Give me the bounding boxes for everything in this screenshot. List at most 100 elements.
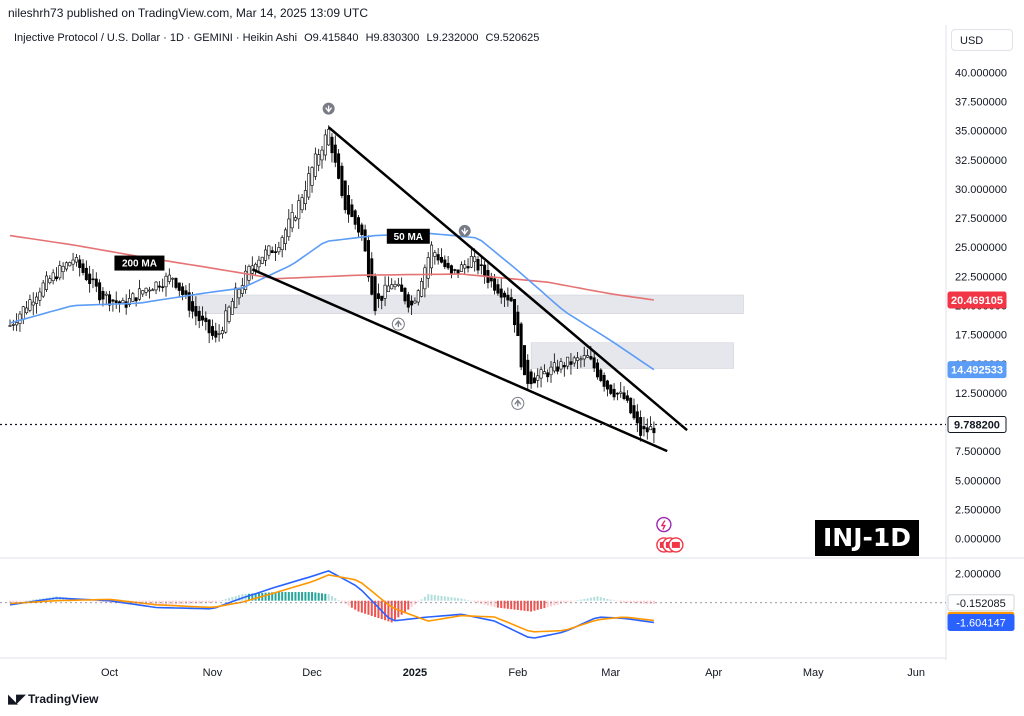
candle-body	[632, 405, 636, 419]
candle-body	[645, 427, 649, 433]
price-badge-box	[947, 361, 1007, 379]
ma-annotation-box	[114, 255, 165, 271]
candle-body	[443, 259, 447, 268]
macd-histogram-bar	[636, 600, 639, 604]
macd-histogram-bar	[357, 600, 360, 612]
currency-button[interactable]: USD	[951, 29, 1013, 51]
candle-body	[506, 294, 510, 301]
candle-body	[522, 345, 526, 376]
candle-body	[373, 276, 377, 312]
price-badge: 9.788200	[947, 415, 1007, 433]
macd-histogram-bar	[317, 592, 320, 601]
macd-histogram-bar	[533, 600, 536, 611]
macd-histogram-bar	[407, 600, 410, 610]
macd-histogram-bar	[148, 600, 151, 605]
candle-body	[98, 282, 102, 301]
macd-histogram-bar	[224, 599, 227, 601]
macd-histogram-bar	[576, 600, 579, 601]
ma50-line	[9, 232, 655, 371]
ma-annotation: 50 MA	[386, 228, 430, 244]
candle-body	[456, 269, 460, 274]
macd-badge: -1.604147	[947, 613, 1015, 631]
macd-histogram-bar	[649, 600, 652, 604]
candle-body	[595, 362, 599, 378]
candle-body	[214, 330, 218, 338]
candle-body	[473, 256, 477, 263]
candle-body	[280, 237, 284, 250]
candle-body	[127, 298, 131, 305]
candle-body	[161, 286, 165, 288]
candle-body	[599, 369, 603, 381]
publish-info: nileshrh73 published on TradingView.com,…	[8, 6, 368, 20]
candle-body	[174, 277, 178, 288]
candle-body	[463, 264, 467, 269]
candle-body	[629, 397, 633, 414]
tradingview-logo[interactable]: ◣◤ TradingView	[8, 691, 98, 707]
price-badge-box	[947, 415, 1007, 433]
symbol-title[interactable]: Injective Protocol / U.S. Dollar · 1D · …	[14, 32, 298, 44]
candle-body	[343, 180, 347, 211]
candle-body	[350, 204, 354, 217]
candle-body	[400, 284, 404, 292]
candle-body	[131, 293, 135, 302]
candle-body	[194, 306, 198, 317]
macd-histogram-bar	[274, 592, 277, 601]
candle-body	[274, 251, 278, 253]
macd-histogram-bar	[540, 600, 543, 609]
macd-histogram-bar	[623, 600, 626, 603]
macd-histogram-bar	[550, 600, 553, 607]
candle-body	[536, 375, 540, 381]
macd-histogram-bar	[297, 592, 300, 601]
wedge-lower-line	[251, 268, 668, 453]
candle-body	[363, 229, 367, 252]
macd-histogram-bar	[370, 600, 373, 616]
ma-annotation: 200 MA	[114, 255, 165, 271]
macd-histogram-bar	[238, 595, 241, 601]
candle-body	[386, 285, 390, 293]
candle-body	[572, 357, 576, 364]
macd-histogram-bar	[28, 600, 31, 601]
macd-histogram-bar	[188, 600, 191, 604]
macd-histogram-bar	[158, 600, 161, 605]
candle-body	[330, 136, 334, 154]
macd-histogram-bar	[633, 600, 635, 604]
macd-histogram-bar	[480, 600, 483, 604]
candle-body	[48, 278, 52, 284]
macd-histogram-bar	[390, 600, 393, 623]
macd-histogram-bar	[254, 593, 257, 601]
macd-histogram-bar	[586, 598, 589, 601]
candle-body	[154, 281, 158, 291]
candle-body	[532, 377, 536, 384]
candle-body	[91, 278, 95, 281]
candle-body	[144, 287, 148, 293]
candle-body	[503, 292, 507, 298]
price-tick-label: 25.000000	[955, 242, 1007, 254]
macd-histogram-bar	[397, 600, 400, 618]
macd-histogram-bar	[596, 596, 599, 601]
macd-histogram-bar	[307, 592, 310, 601]
macd-histogram-bar	[523, 600, 526, 611]
macd-histogram-bar	[457, 598, 460, 601]
symbol-watermark: INJ-1D	[815, 520, 920, 556]
macd-histogram-bar	[423, 596, 426, 601]
macd-histogram-bar	[566, 600, 569, 603]
ma200-line	[9, 234, 655, 301]
candle-body	[403, 287, 407, 302]
macd-histogram-bar	[440, 595, 443, 601]
candle-body	[257, 259, 261, 268]
macd-histogram-bar	[437, 595, 440, 601]
macd-histogram-bar	[629, 600, 632, 604]
macd-histogram-bar	[483, 600, 486, 605]
tradingview-logo-text: TradingView	[28, 692, 99, 706]
macd-histogram-bar	[413, 600, 416, 605]
candle-body	[612, 388, 616, 398]
macd-histogram-bar	[510, 600, 513, 610]
candle-body	[602, 374, 606, 387]
event-bolt	[660, 520, 666, 530]
macd-histogram-bar	[430, 594, 433, 601]
tradingview-logo-icon: ◣◤	[8, 691, 26, 706]
candle-body	[78, 259, 82, 268]
macd-histogram-bar	[218, 600, 221, 602]
macd-histogram-bar	[194, 600, 197, 604]
